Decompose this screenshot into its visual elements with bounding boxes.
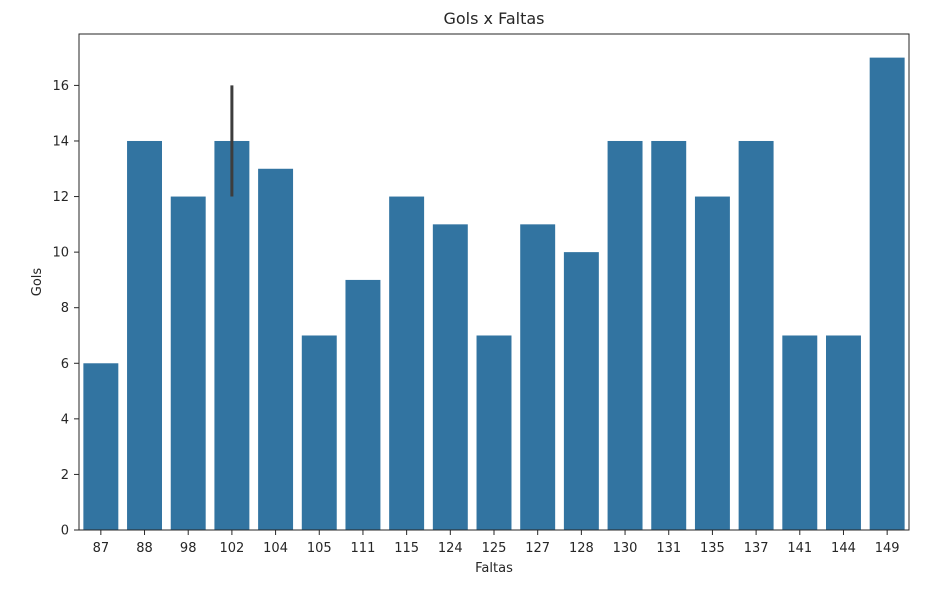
x-tick-label-137: 137	[744, 541, 769, 556]
y-axis-title: Gols	[30, 268, 45, 297]
x-tick-label-130: 130	[613, 541, 638, 556]
bar-125	[476, 335, 512, 530]
y-tick-label-12: 12	[52, 190, 69, 205]
bar-105	[301, 335, 337, 530]
x-axis: 87 88 98 102 104 105 111 115 124 125 127 128 130 131 1…	[93, 530, 900, 556]
bar-111	[345, 279, 381, 530]
bar-124	[432, 224, 468, 530]
y-tick-label-4: 4	[61, 412, 69, 427]
x-tick-label-144: 144	[831, 541, 856, 556]
bar-141	[782, 335, 818, 530]
x-axis-title: Faltas	[475, 561, 513, 576]
bar-130	[607, 140, 643, 531]
bar-149	[869, 57, 905, 531]
x-tick-label-128: 128	[569, 541, 594, 556]
bar-144	[826, 335, 861, 530]
bar-137	[738, 140, 774, 531]
x-tick-label-149: 149	[875, 541, 900, 556]
bar-88	[127, 140, 162, 531]
y-axis: 0 2 4 6 8 10 12 14 16	[52, 79, 79, 539]
chart-title: Gols x Faltas	[443, 9, 544, 28]
bar-102	[214, 140, 250, 531]
bar-127	[520, 224, 556, 530]
x-tick-label-135: 135	[700, 541, 725, 556]
bar-128	[563, 252, 599, 530]
x-tick-label-102: 102	[219, 541, 244, 556]
y-tick-label-2: 2	[61, 468, 69, 483]
bar-98	[170, 196, 206, 531]
x-tick-label-125: 125	[482, 541, 507, 556]
y-tick-label-0: 0	[61, 524, 69, 539]
x-tick-label-98: 98	[180, 541, 197, 556]
x-tick-label-111: 111	[351, 541, 376, 556]
x-tick-label-141: 141	[787, 541, 812, 556]
x-tick-label-127: 127	[525, 541, 550, 556]
bar-135	[694, 196, 730, 531]
bar-131	[651, 140, 687, 531]
y-tick-label-10: 10	[52, 246, 69, 261]
x-tick-label-124: 124	[438, 541, 463, 556]
x-tick-label-105: 105	[307, 541, 332, 556]
y-tick-label-16: 16	[52, 79, 69, 94]
x-tick-label-104: 104	[263, 541, 288, 556]
bar-115	[389, 196, 425, 531]
y-tick-label-14: 14	[52, 134, 69, 149]
x-tick-label-115: 115	[394, 541, 419, 556]
x-tick-label-87: 87	[93, 541, 110, 556]
bars-layer	[83, 57, 905, 531]
bar-87	[83, 363, 119, 530]
x-tick-label-88: 88	[136, 541, 153, 556]
bar-104	[258, 168, 294, 530]
y-tick-label-6: 6	[61, 357, 69, 372]
x-tick-label-131: 131	[656, 541, 681, 556]
y-tick-label-8: 8	[61, 301, 69, 316]
